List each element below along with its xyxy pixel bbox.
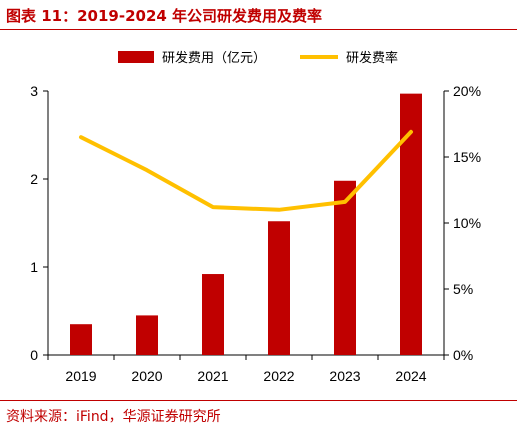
x-tick-label: 2021 (197, 368, 228, 384)
right-tick-label: 10% (453, 215, 481, 231)
source-note: 资料来源：iFind，华源证券研究所 (6, 409, 221, 425)
rd-expense-chart: 0 1 2 3 0% 5% 10% 15% 20% 2019 2020 2021 2022 2023 202… (30, 50, 481, 384)
bar (400, 93, 422, 355)
left-tick-label: 3 (30, 83, 38, 99)
right-tick-label: 0% (453, 347, 473, 363)
legend-bar-label: 研发费用（亿元） (162, 50, 266, 65)
axes-layer (43, 90, 449, 360)
title-divider (0, 29, 517, 30)
left-tick-label: 1 (30, 259, 38, 275)
bar (268, 221, 290, 355)
legend-layer: 研发费用（亿元） 研发费率 (118, 50, 398, 65)
bar (136, 315, 158, 355)
figure-title: 图表 11：2019-2024 年公司研发费用及费率 (6, 7, 323, 25)
bar (70, 324, 92, 355)
right-tick-label: 5% (453, 281, 473, 297)
x-tick-label: 2019 (65, 368, 96, 384)
left-tick-label: 0 (30, 347, 38, 363)
bar (334, 180, 356, 355)
right-tick-label: 15% (453, 149, 481, 165)
x-tick-label: 2022 (263, 368, 294, 384)
right-tick-label: 20% (453, 83, 481, 99)
bars-layer (70, 93, 422, 355)
line-layer (79, 129, 413, 212)
bar (202, 274, 224, 355)
rate-line (79, 129, 413, 212)
labels-layer: 0 1 2 3 0% 5% 10% 15% 20% 2019 2020 2021 2022 2023 202… (30, 83, 481, 384)
x-tick-label: 2023 (329, 368, 360, 384)
source-divider (0, 400, 517, 401)
left-tick-label: 2 (30, 171, 38, 187)
x-tick-label: 2024 (395, 368, 426, 384)
legend-bar-swatch (118, 51, 154, 63)
x-tick-label: 2020 (131, 368, 162, 384)
legend-line-label: 研发费率 (346, 50, 398, 65)
